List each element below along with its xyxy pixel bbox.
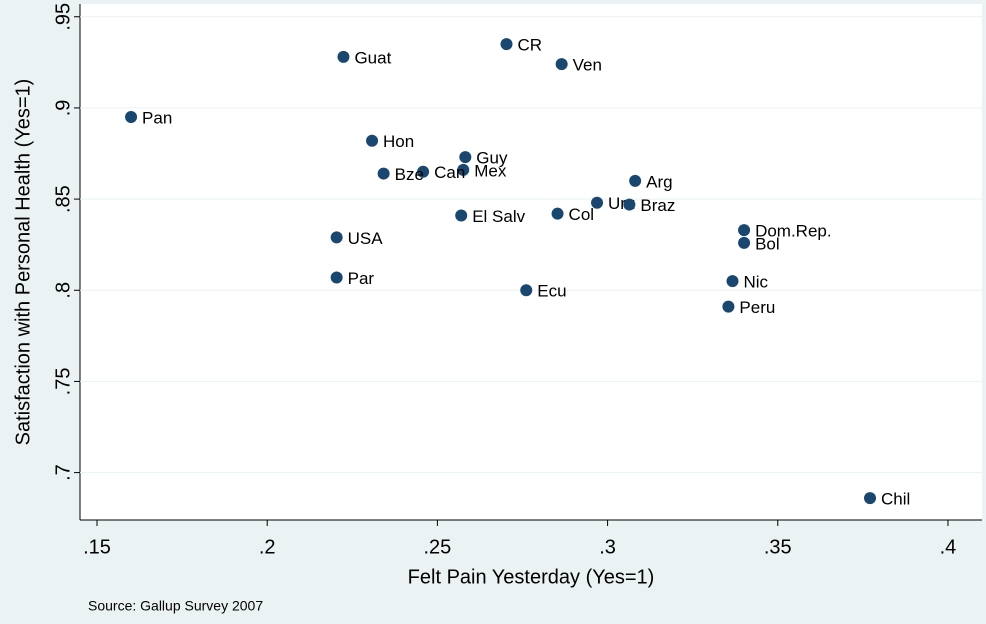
y-tick-label: .9	[52, 100, 74, 117]
point-label: El Salv	[472, 207, 525, 226]
y-tick-label: .75	[52, 368, 74, 396]
point-label: Chil	[881, 490, 910, 509]
point-label: Col	[569, 205, 595, 224]
point-label: Ecu	[537, 282, 566, 301]
point-label: Nic	[744, 273, 769, 292]
point-label: Bze	[395, 165, 424, 184]
point-label: Bol	[755, 234, 780, 253]
point	[551, 207, 564, 220]
y-axis-title: Satisfaction with Personal Health (Yes=1…	[12, 79, 34, 446]
point-label: Guy	[476, 149, 508, 168]
point-label: Can	[434, 163, 465, 182]
point	[377, 167, 390, 180]
point-label: Par	[348, 269, 375, 288]
point	[459, 151, 472, 164]
point	[591, 196, 604, 209]
point-label: Mex	[474, 161, 507, 180]
point	[330, 271, 343, 284]
point-label: Ven	[573, 56, 602, 75]
y-tick-label: .7	[52, 464, 74, 481]
point-label: Pan	[142, 109, 172, 128]
point	[738, 236, 751, 249]
point-label: Guat	[354, 48, 391, 67]
point-label: Arg	[646, 172, 672, 191]
point-label: Dom.Rep.	[755, 222, 832, 241]
point	[455, 209, 468, 222]
x-tick-label: .2	[259, 536, 276, 558]
y-tick-label: .8	[52, 282, 74, 299]
point	[330, 231, 343, 244]
point	[738, 224, 751, 237]
point	[726, 275, 739, 288]
point	[417, 165, 430, 178]
x-axis-title: Felt Pain Yesterday (Yes=1)	[408, 566, 655, 588]
x-tick-label: .4	[940, 536, 957, 558]
y-tick-label: .85	[52, 185, 74, 213]
point	[366, 134, 379, 147]
point	[864, 492, 877, 505]
x-tick-label: .15	[83, 536, 111, 558]
point	[623, 198, 636, 211]
point	[629, 174, 642, 187]
point	[500, 38, 513, 51]
point	[337, 50, 350, 63]
point-label: Braz	[640, 196, 675, 215]
point-label: USA	[348, 229, 384, 248]
y-tick-label: .95	[52, 3, 74, 31]
x-tick-label: .35	[764, 536, 792, 558]
plot-area	[80, 4, 982, 520]
x-tick-label: .25	[423, 536, 451, 558]
point-label: Peru	[739, 298, 775, 317]
point-label: Hon	[383, 132, 414, 151]
point	[722, 300, 735, 313]
point	[555, 58, 568, 71]
x-tick-label: .3	[599, 536, 616, 558]
point	[457, 163, 470, 176]
point-label: CR	[517, 36, 542, 55]
point	[520, 284, 533, 297]
point	[125, 111, 138, 124]
source-note: Source: Gallup Survey 2007	[88, 598, 263, 614]
